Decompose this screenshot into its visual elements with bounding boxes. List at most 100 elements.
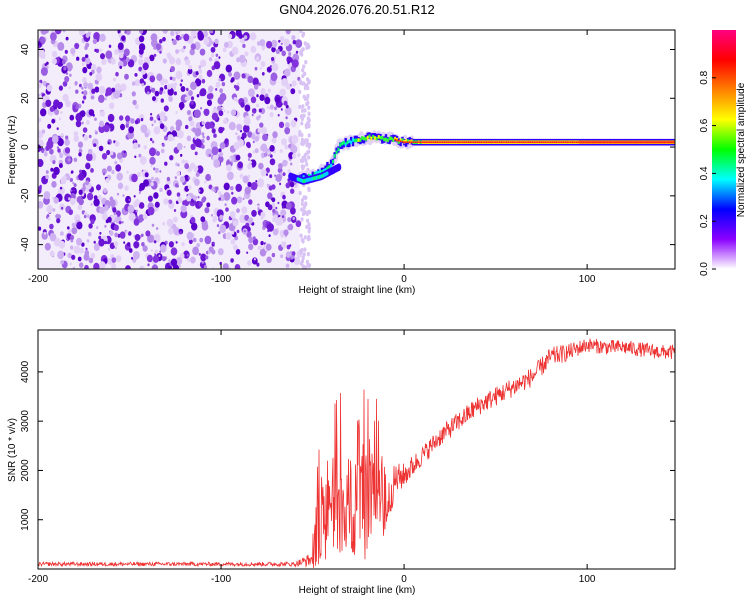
noise-blob	[192, 237, 197, 243]
trace-outer	[399, 139, 402, 147]
noise-blob	[260, 241, 264, 246]
snr-ytick-label: 1000	[20, 508, 31, 531]
snr-panel: -200 -100 0 100 1000 2000 3000 4000 Height of …	[7, 329, 676, 596]
noise-blob	[125, 265, 131, 269]
noise-blob	[146, 254, 153, 263]
noise-blob	[104, 97, 107, 101]
noise-blob	[278, 121, 285, 128]
trace-mid	[339, 143, 342, 147]
noise-blob	[248, 199, 253, 205]
noise-blob	[72, 188, 76, 192]
noise-blob	[269, 145, 275, 152]
trace-core	[612, 141, 614, 143]
noise-blob	[64, 138, 70, 146]
noise-blob	[198, 65, 202, 69]
noise-blob	[133, 251, 140, 260]
noise-blob	[291, 80, 297, 87]
noise-blob	[252, 77, 259, 86]
noise-blob	[201, 144, 205, 149]
noise-blob	[179, 83, 183, 87]
spectrogram-ytick-label: -40	[20, 237, 31, 252]
noise-blob	[269, 154, 273, 158]
noise-blob	[201, 121, 205, 126]
noise-blob	[173, 216, 178, 223]
noise-blob	[235, 132, 238, 135]
noise-blob	[99, 231, 102, 235]
noise-blob	[259, 94, 265, 101]
trace-core	[657, 141, 660, 143]
noise-blob	[206, 99, 213, 107]
noise-blob	[81, 242, 85, 247]
trace-mid	[370, 136, 373, 141]
noise-blob	[288, 52, 292, 56]
noise-blob	[247, 152, 252, 158]
noise-blob	[103, 187, 108, 194]
noise-blob	[52, 58, 57, 65]
noise-blob	[187, 68, 193, 75]
noise-blob	[108, 247, 111, 251]
noise-blob	[267, 223, 274, 232]
noise-blob	[98, 94, 105, 104]
trace-core	[509, 141, 512, 143]
noise-blob	[53, 99, 60, 108]
noise-blob	[235, 85, 240, 91]
trace-core	[491, 141, 493, 143]
noise-blob	[218, 110, 224, 117]
trace-outer	[311, 171, 314, 178]
noise-blob	[288, 223, 294, 231]
trace-mid	[383, 137, 386, 142]
noise-blob	[76, 56, 80, 61]
noise-blob	[233, 71, 241, 80]
trace-core	[537, 141, 539, 143]
noise-blob	[215, 186, 219, 191]
noise-blob	[236, 229, 240, 234]
noise-blob	[139, 182, 146, 191]
noise-blob	[242, 175, 249, 184]
noise-blob	[38, 185, 42, 191]
noise-blob	[243, 229, 246, 233]
noise-blob	[290, 119, 297, 128]
trace-outer	[304, 173, 307, 180]
noise-blob	[290, 162, 293, 166]
noise-blob	[230, 238, 236, 245]
noise-blob	[260, 143, 268, 152]
noise-blob	[43, 151, 48, 157]
noise-blob	[43, 232, 47, 235]
trace-mid	[341, 141, 344, 146]
noise-blob	[271, 57, 275, 61]
noise-blob	[266, 173, 268, 176]
noise-blob	[258, 162, 264, 170]
trace-core	[487, 141, 490, 143]
noise-blob	[38, 158, 44, 168]
trace-mid	[355, 138, 358, 143]
noise-blob	[150, 33, 158, 42]
noise-blob	[238, 54, 246, 63]
noise-blob	[87, 231, 92, 237]
noise-blob	[300, 201, 304, 207]
noise-blob	[81, 100, 85, 104]
noise-blob	[262, 133, 269, 142]
noise-blob	[305, 259, 309, 265]
noise-blob	[200, 59, 207, 68]
noise-blob	[257, 128, 262, 133]
noise-blob	[228, 33, 233, 39]
trace-core	[416, 141, 418, 143]
noise-blob	[205, 255, 209, 260]
noise-blob	[175, 119, 183, 128]
noise-blob	[157, 180, 161, 184]
trace-mid	[346, 140, 349, 145]
noise-blob	[38, 226, 42, 231]
trace-core	[524, 141, 526, 143]
trace-core	[432, 141, 435, 143]
noise-blob	[97, 194, 102, 200]
noise-blob	[180, 79, 183, 82]
noise-blob	[45, 174, 49, 180]
noise-blob	[204, 235, 212, 245]
trace-mid	[377, 135, 380, 139]
noise-blob	[131, 173, 138, 183]
trace-mid	[407, 139, 409, 143]
noise-blob	[139, 78, 145, 85]
noise-blob	[195, 71, 199, 76]
noise-blob	[154, 90, 160, 97]
